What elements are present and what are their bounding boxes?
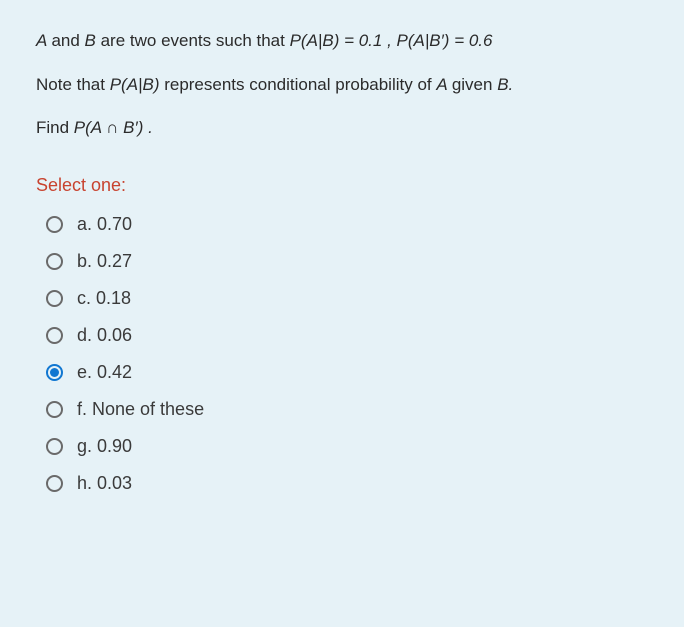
radio-icon[interactable] [46, 364, 63, 381]
select-one-prompt: Select one: [36, 175, 648, 196]
option-d[interactable]: d. 0.06 [36, 317, 648, 354]
option-label: c. 0.18 [77, 288, 131, 309]
stem-text: B. [497, 75, 513, 94]
radio-icon[interactable] [46, 438, 63, 455]
stem-math: P(A ∩ B′) . [74, 118, 153, 137]
stem-text: given [452, 75, 497, 94]
option-label: b. 0.27 [77, 251, 132, 272]
option-c[interactable]: c. 0.18 [36, 280, 648, 317]
radio-icon[interactable] [46, 327, 63, 344]
stem-text: Find [36, 118, 74, 137]
stem-line-2: Note that P(A|B) represents conditional … [36, 72, 648, 98]
radio-icon[interactable] [46, 216, 63, 233]
stem-text: represents conditional probability of [164, 75, 436, 94]
option-label: a. 0.70 [77, 214, 132, 235]
option-label: f. None of these [77, 399, 204, 420]
radio-icon[interactable] [46, 401, 63, 418]
options-group: a. 0.70 b. 0.27 c. 0.18 d. 0.06 e. 0.42 f. No… [36, 206, 648, 502]
radio-icon[interactable] [46, 290, 63, 307]
stem-math: P(A|B) [110, 75, 164, 94]
radio-icon[interactable] [46, 253, 63, 270]
option-label: h. 0.03 [77, 473, 132, 494]
radio-icon[interactable] [46, 475, 63, 492]
option-g[interactable]: g. 0.90 [36, 428, 648, 465]
question-card: A and B are two events such that P(A|B) … [0, 0, 684, 627]
option-label: e. 0.42 [77, 362, 132, 383]
option-a[interactable]: a. 0.70 [36, 206, 648, 243]
option-label: d. 0.06 [77, 325, 132, 346]
option-b[interactable]: b. 0.27 [36, 243, 648, 280]
option-label: g. 0.90 [77, 436, 132, 457]
stem-line-1: A and B are two events such that P(A|B) … [36, 28, 648, 54]
stem-math: P(A|B) = 0.1 , P(A|B′) = 0.6 [290, 31, 493, 50]
stem-text: A [36, 31, 51, 50]
option-e[interactable]: e. 0.42 [36, 354, 648, 391]
stem-text: are two events such that [101, 31, 290, 50]
option-f[interactable]: f. None of these [36, 391, 648, 428]
stem-text: and [51, 31, 84, 50]
stem-line-3: Find P(A ∩ B′) . [36, 115, 648, 141]
stem-text: A [436, 75, 451, 94]
stem-text: Note that [36, 75, 110, 94]
stem-text: B [85, 31, 101, 50]
option-h[interactable]: h. 0.03 [36, 465, 648, 502]
question-stem: A and B are two events such that P(A|B) … [36, 28, 648, 141]
